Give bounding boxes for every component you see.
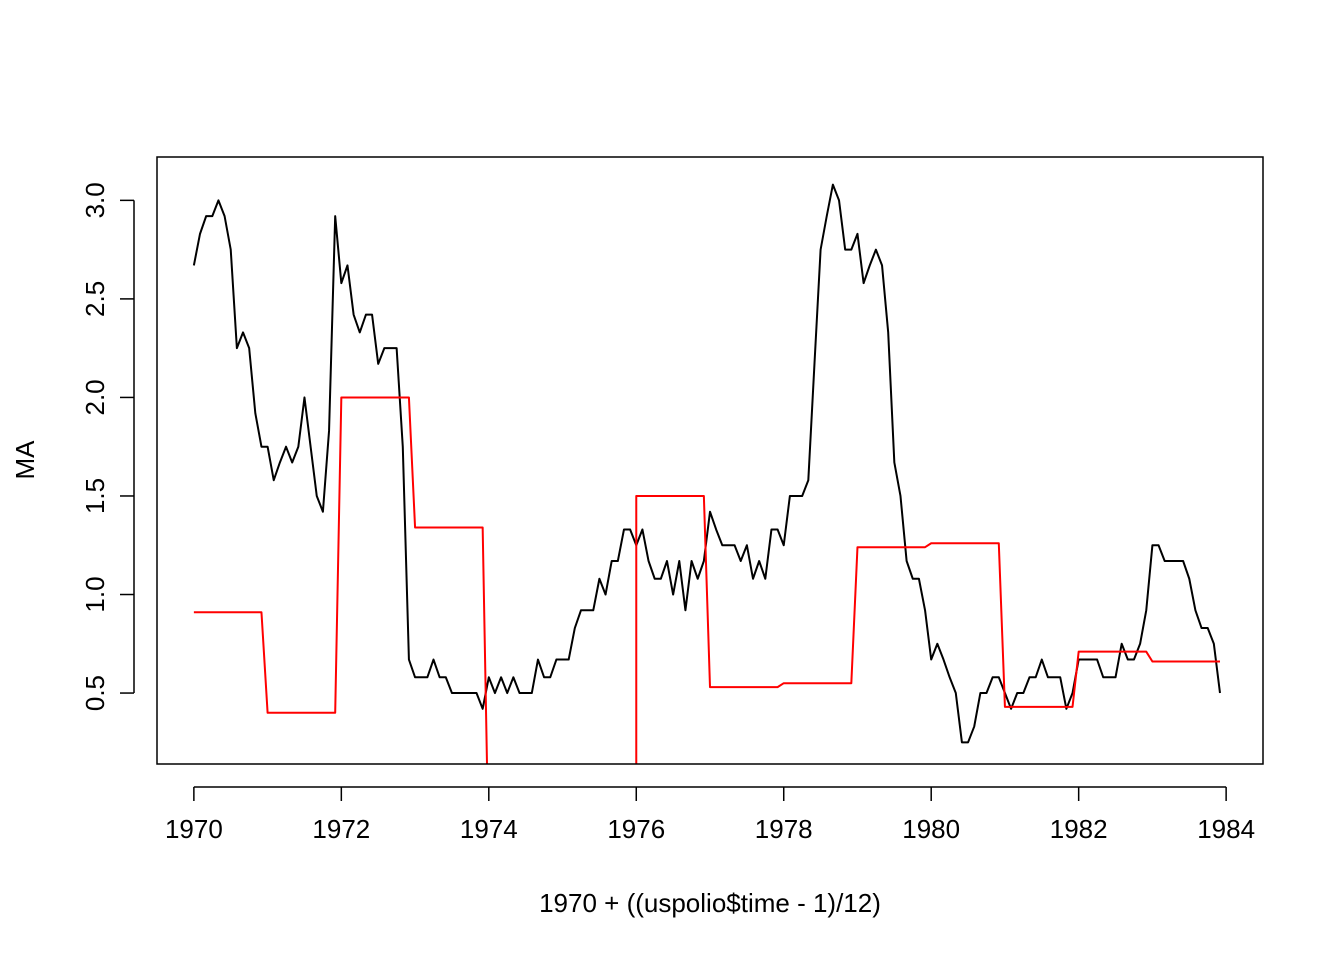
x-tick-label: 1974 bbox=[460, 814, 518, 844]
x-tick-label: 1972 bbox=[312, 814, 370, 844]
x-tick-label: 1984 bbox=[1197, 814, 1255, 844]
x-tick-label: 1980 bbox=[902, 814, 960, 844]
x-tick-label: 1982 bbox=[1050, 814, 1108, 844]
y-tick-label: 1.5 bbox=[80, 478, 110, 514]
plot-frame bbox=[156, 156, 1264, 765]
x-tick-label: 1976 bbox=[607, 814, 665, 844]
y-tick-label: 1.0 bbox=[80, 576, 110, 612]
series-line-1 bbox=[192, 183, 1221, 744]
x-tick-label: 1978 bbox=[755, 814, 813, 844]
y-tick-label: 3.0 bbox=[80, 182, 110, 218]
y-tick-label: 0.5 bbox=[80, 675, 110, 711]
x-tick-label: 1970 bbox=[165, 814, 223, 844]
series-line-2 bbox=[193, 396, 1220, 764]
y-axis-title: MA bbox=[10, 440, 40, 480]
y-axis: 0.5 1.0 1.5 2.0 2.5 3.0 bbox=[80, 182, 135, 711]
plot-lines bbox=[192, 183, 1221, 764]
x-axis-title: 1970 + ((uspolio$time - 1)/12) bbox=[539, 888, 881, 918]
y-tick-label: 2.0 bbox=[80, 379, 110, 415]
x-axis: 1970 1972 1974 1976 1978 1980 1982 1984 bbox=[165, 786, 1255, 844]
y-tick-label: 2.5 bbox=[80, 281, 110, 317]
